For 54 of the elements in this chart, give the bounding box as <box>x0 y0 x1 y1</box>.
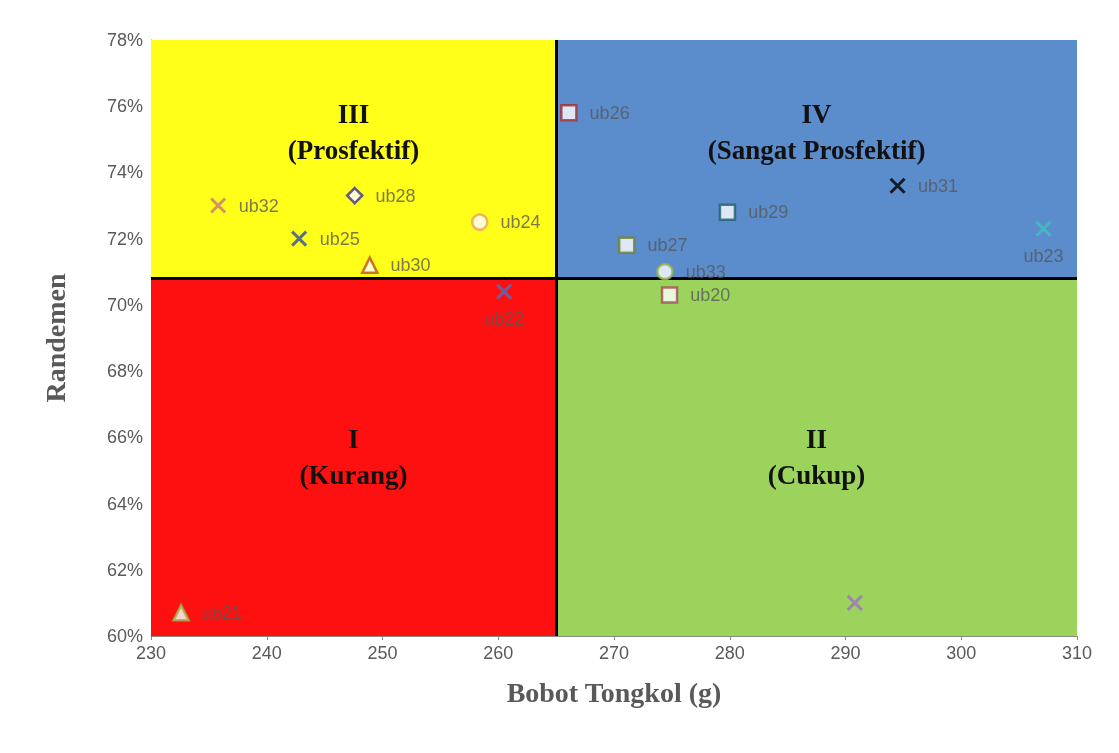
series-label: ub30 <box>390 255 431 276</box>
band-label: IV (Sangat Prosfektif) <box>707 99 926 165</box>
x-tick-label: 290 <box>830 643 861 663</box>
x-tick-label: 260 <box>483 643 514 663</box>
y-tick-label: 76% <box>106 96 143 117</box>
point <box>1034 220 1052 238</box>
point <box>209 197 227 215</box>
x-tick-label: 280 <box>714 643 745 663</box>
y-tick-label: 62% <box>106 559 143 580</box>
series-label: ub23 <box>1023 246 1064 267</box>
y-tick-label: 72% <box>106 228 143 249</box>
point <box>495 283 513 301</box>
series-label: ub31 <box>918 175 959 196</box>
y-tick-label: 64% <box>106 493 143 514</box>
x-tick-label: 310 <box>1061 643 1093 663</box>
x-tick-label: 240 <box>251 643 282 663</box>
band-label: II (Cukup) <box>767 424 866 491</box>
y-tick-label: 74% <box>106 162 143 183</box>
series-label: ub29 <box>748 202 789 223</box>
point <box>718 203 737 221</box>
point <box>290 230 308 248</box>
series-label: ub22 <box>484 309 525 330</box>
y-tick-label: 70% <box>106 294 143 315</box>
point <box>471 213 489 231</box>
series-label: ub21 <box>201 602 242 623</box>
point <box>656 263 674 281</box>
x-axis-title: Bobot Tongkol (g) <box>506 676 722 708</box>
y-tick-label: 68% <box>106 361 143 382</box>
x-tick-label: 270 <box>598 643 630 663</box>
band-label: III (Prosfektif) <box>287 99 420 165</box>
point <box>560 104 578 122</box>
series-label: ub24 <box>500 212 541 233</box>
series-label: ub26 <box>589 102 630 123</box>
x-tick-label: 250 <box>367 643 398 663</box>
point <box>361 256 379 274</box>
series-label: ub28 <box>375 185 416 206</box>
point <box>617 236 636 255</box>
y-tick-label: 78% <box>106 30 143 50</box>
y-tick-label: 66% <box>106 427 143 448</box>
series-label: ub32 <box>238 195 279 216</box>
point <box>172 604 190 622</box>
series-label: ub25 <box>319 228 360 249</box>
y-tick-label: 60% <box>106 626 143 646</box>
point <box>345 186 364 205</box>
point <box>889 177 907 195</box>
x-tick-label: 300 <box>946 643 977 663</box>
x-tick-label: 230 <box>135 643 167 663</box>
series-label: ub33 <box>685 261 726 282</box>
y-axis-title: Randemen <box>39 273 71 403</box>
series-label: ub20 <box>690 284 731 305</box>
point <box>846 594 864 612</box>
band-label: I (Kurang) <box>299 424 408 491</box>
series-label: ub27 <box>647 235 688 256</box>
point <box>660 286 679 304</box>
